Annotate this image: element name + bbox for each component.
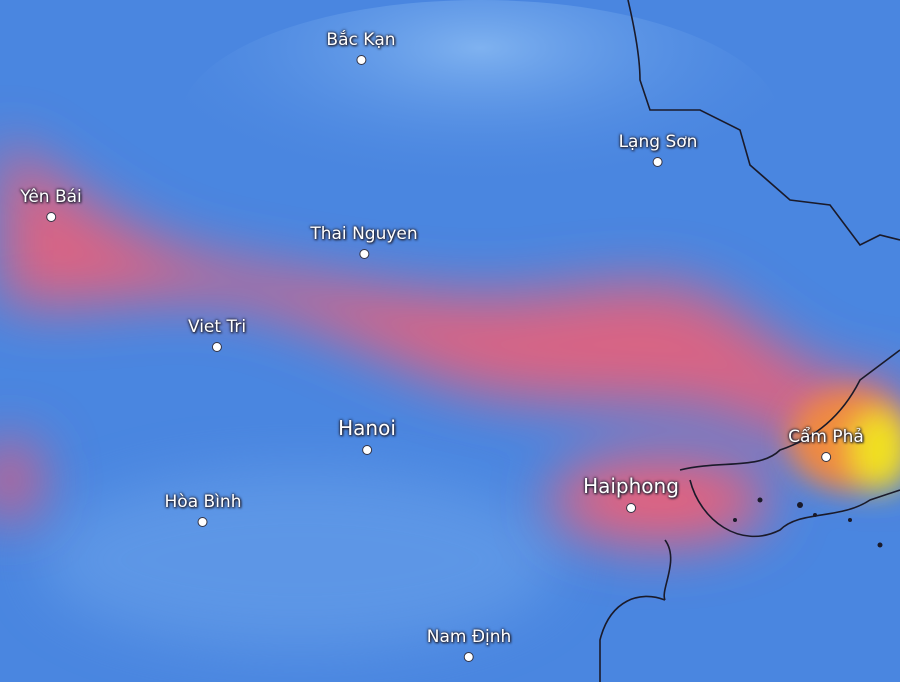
city-dot <box>652 157 663 167</box>
precip-band <box>0 140 900 545</box>
precip-hotspot <box>790 390 900 490</box>
city-lang-son[interactable]: Lạng Sơn <box>618 132 698 167</box>
city-dot <box>820 452 831 462</box>
city-thai-nguyen[interactable]: Thai Nguyen <box>310 224 418 259</box>
city-cam-pha[interactable]: Cẩm Phả <box>788 427 864 462</box>
city-bac-kan[interactable]: Bắc Kạn <box>326 30 396 65</box>
city-label: Cẩm Phả <box>788 427 864 447</box>
city-label: Hòa Bình <box>164 492 242 512</box>
city-dot <box>361 445 372 455</box>
city-label: Bắc Kạn <box>326 30 396 50</box>
city-nam-dinh[interactable]: Nam Định <box>426 627 512 662</box>
city-label: Thai Nguyen <box>310 224 418 244</box>
city-hoa-binh[interactable]: Hòa Bình <box>164 492 242 527</box>
city-haiphong[interactable]: Haiphong <box>583 474 679 513</box>
city-dot <box>626 503 636 513</box>
border-lines <box>599 0 900 682</box>
city-label: Viet Tri <box>187 317 247 337</box>
city-label: Haiphong <box>583 474 679 498</box>
city-label: Nam Định <box>426 627 512 647</box>
city-label: Yên Bái <box>20 187 82 207</box>
city-label: Lạng Sơn <box>618 132 698 152</box>
city-dot <box>355 55 366 65</box>
city-dot <box>45 212 56 222</box>
city-yen-bai[interactable]: Yên Bái <box>20 187 82 222</box>
city-viet-tri[interactable]: Viet Tri <box>188 317 246 352</box>
city-dot <box>211 342 222 352</box>
light-area <box>180 0 780 240</box>
city-label: Hanoi <box>338 416 396 440</box>
light-area <box>40 470 560 650</box>
islands <box>733 497 883 548</box>
city-dot <box>197 517 208 527</box>
city-hanoi[interactable]: Hanoi <box>338 416 396 455</box>
city-dot <box>359 249 369 259</box>
city-dot <box>463 652 474 662</box>
